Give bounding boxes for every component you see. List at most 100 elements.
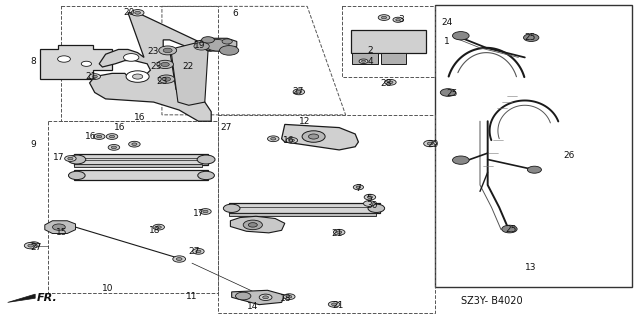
Text: 1: 1 — [444, 37, 449, 46]
Circle shape — [356, 186, 361, 189]
Circle shape — [132, 143, 137, 145]
Circle shape — [302, 131, 325, 142]
Text: 29: 29 — [428, 140, 439, 149]
Text: 7: 7 — [355, 184, 361, 193]
Circle shape — [381, 16, 387, 19]
Text: 25: 25 — [447, 89, 458, 98]
Circle shape — [284, 294, 295, 300]
Text: 9: 9 — [30, 140, 36, 149]
Circle shape — [308, 134, 319, 139]
Text: 28: 28 — [381, 79, 392, 88]
Circle shape — [31, 243, 36, 246]
Circle shape — [271, 137, 276, 140]
Circle shape — [367, 196, 372, 198]
Circle shape — [194, 42, 209, 50]
Text: 26: 26 — [563, 151, 575, 160]
Circle shape — [97, 135, 102, 138]
Circle shape — [223, 204, 240, 212]
Text: 16: 16 — [114, 123, 125, 132]
Text: 16: 16 — [283, 136, 294, 145]
Circle shape — [153, 224, 164, 230]
Circle shape — [126, 71, 149, 82]
Text: 27: 27 — [221, 123, 232, 132]
Circle shape — [198, 171, 214, 180]
Text: 21: 21 — [333, 301, 344, 310]
Circle shape — [193, 249, 204, 254]
Text: FR.: FR. — [37, 293, 58, 303]
Text: 23: 23 — [147, 47, 159, 56]
Circle shape — [287, 295, 292, 298]
Bar — [435, 5, 632, 287]
Circle shape — [206, 40, 229, 51]
Polygon shape — [8, 294, 35, 302]
Circle shape — [524, 34, 539, 41]
Circle shape — [173, 256, 186, 262]
Text: 20: 20 — [124, 8, 135, 17]
Circle shape — [289, 139, 294, 142]
Polygon shape — [90, 13, 211, 121]
Circle shape — [157, 60, 173, 69]
Text: 27: 27 — [189, 247, 200, 256]
Text: 16: 16 — [85, 132, 97, 141]
Circle shape — [135, 11, 141, 14]
Text: 17: 17 — [193, 209, 205, 218]
Text: 23: 23 — [150, 62, 162, 70]
Circle shape — [385, 79, 396, 85]
Circle shape — [129, 141, 140, 147]
Circle shape — [24, 242, 37, 249]
Text: 2: 2 — [367, 46, 373, 55]
Circle shape — [527, 166, 541, 173]
Circle shape — [197, 155, 215, 164]
Text: 19: 19 — [194, 41, 205, 50]
Circle shape — [177, 258, 182, 260]
Polygon shape — [172, 43, 208, 105]
Circle shape — [364, 194, 376, 200]
Circle shape — [359, 59, 368, 63]
Bar — [229, 203, 380, 213]
Circle shape — [452, 156, 469, 164]
Polygon shape — [40, 45, 112, 79]
Text: 22: 22 — [182, 63, 194, 71]
Circle shape — [161, 62, 169, 67]
Circle shape — [236, 292, 251, 300]
Text: 17: 17 — [52, 153, 64, 162]
Text: 8: 8 — [30, 57, 36, 66]
Circle shape — [220, 46, 239, 55]
Bar — [229, 213, 376, 216]
Text: 12: 12 — [299, 117, 310, 126]
Text: 16: 16 — [134, 113, 146, 122]
Polygon shape — [230, 216, 285, 233]
Circle shape — [502, 225, 517, 233]
Circle shape — [58, 56, 70, 62]
Circle shape — [68, 155, 86, 164]
Circle shape — [368, 204, 385, 212]
Circle shape — [248, 223, 257, 227]
Circle shape — [388, 81, 393, 84]
Text: SZ3Y- B4020: SZ3Y- B4020 — [461, 296, 522, 307]
Bar — [74, 154, 208, 165]
Circle shape — [262, 296, 269, 299]
Circle shape — [378, 15, 390, 20]
Bar — [74, 164, 202, 167]
Circle shape — [124, 54, 139, 61]
Circle shape — [28, 244, 34, 247]
Text: 6: 6 — [233, 9, 238, 18]
Polygon shape — [282, 124, 358, 150]
Bar — [74, 170, 208, 180]
Text: 4: 4 — [367, 57, 373, 66]
Circle shape — [332, 303, 337, 306]
Circle shape — [286, 137, 298, 143]
Circle shape — [81, 61, 92, 66]
Text: 30: 30 — [366, 201, 378, 210]
Circle shape — [163, 48, 172, 53]
Text: 3: 3 — [398, 15, 404, 24]
Polygon shape — [45, 221, 76, 234]
Circle shape — [132, 74, 143, 79]
Circle shape — [156, 226, 161, 228]
Circle shape — [196, 250, 201, 253]
Circle shape — [159, 46, 177, 55]
Circle shape — [202, 37, 214, 43]
Circle shape — [393, 17, 403, 22]
Polygon shape — [232, 290, 285, 305]
Text: 5: 5 — [367, 194, 372, 203]
